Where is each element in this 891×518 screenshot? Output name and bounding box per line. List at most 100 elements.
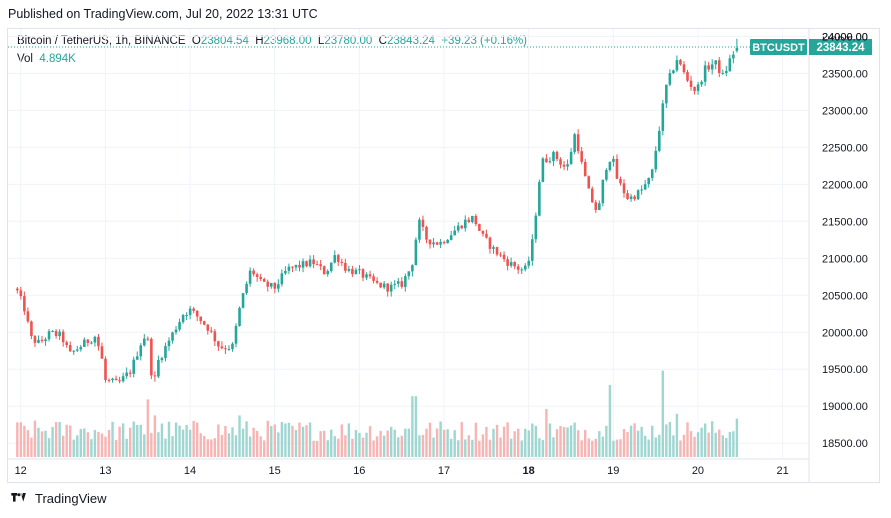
candle-body xyxy=(488,237,492,249)
candle-body xyxy=(255,274,259,277)
price-axis-tick: 22500.00 xyxy=(822,142,868,154)
candle-body xyxy=(573,134,576,152)
candle-body xyxy=(559,159,562,165)
symbol-tag-bg xyxy=(750,38,807,55)
volume-bar xyxy=(569,425,573,457)
volume-bar xyxy=(192,420,195,457)
candle-body xyxy=(150,338,153,376)
candle-body xyxy=(336,255,340,262)
candle-body xyxy=(132,359,136,374)
volume-bar xyxy=(425,428,428,457)
candle-body xyxy=(735,47,739,51)
candle-body xyxy=(682,64,686,73)
low-label: L xyxy=(317,35,325,47)
candle-body xyxy=(372,276,375,281)
volume-bar xyxy=(298,422,301,457)
volume-bar xyxy=(467,435,471,457)
volume-bar xyxy=(696,432,700,457)
volume-bar xyxy=(478,440,481,457)
candle-body xyxy=(30,321,33,337)
volume-bar xyxy=(386,430,389,457)
candle-body xyxy=(721,72,725,74)
candle-body xyxy=(114,378,118,381)
volume-bar xyxy=(344,435,347,457)
candle-body xyxy=(358,269,361,271)
volume-bar xyxy=(97,431,100,457)
candle-body xyxy=(583,161,587,177)
volume-bar xyxy=(520,440,523,457)
volume-bar xyxy=(121,423,125,457)
candle-body xyxy=(231,343,234,350)
volume-bar xyxy=(252,427,255,457)
candle-body xyxy=(499,254,502,256)
volume-bar xyxy=(23,425,26,457)
chart-frame xyxy=(7,28,880,483)
candle-body xyxy=(23,296,26,312)
volume-bar xyxy=(333,436,336,457)
volume-bar xyxy=(421,434,425,457)
volume-bar xyxy=(114,439,118,457)
volume-bar xyxy=(255,431,259,457)
volume-bar xyxy=(411,396,414,457)
volume-bar xyxy=(19,422,23,457)
candle-body xyxy=(569,151,573,165)
candle-body xyxy=(619,178,622,184)
candle-body xyxy=(650,169,654,178)
candle-body xyxy=(728,58,732,72)
candle-body xyxy=(686,72,689,81)
volume-bar xyxy=(633,423,636,457)
candle-body xyxy=(54,331,58,337)
volume-bar xyxy=(587,438,590,457)
candle-body xyxy=(523,265,527,270)
candle-body xyxy=(654,150,658,170)
candle-body xyxy=(710,64,714,70)
volume-bar xyxy=(136,425,139,457)
volume-bar xyxy=(686,422,689,457)
candle-body xyxy=(672,70,675,74)
candle-body xyxy=(481,230,485,234)
volume-bar xyxy=(90,439,93,457)
low-value: 23780.00 xyxy=(324,35,373,47)
candle-body xyxy=(354,269,358,275)
candle-body xyxy=(347,268,351,271)
candle-body xyxy=(192,308,195,311)
candle-body xyxy=(527,260,531,266)
volume-bar xyxy=(245,421,248,457)
candle-body xyxy=(234,325,238,344)
volume-bar xyxy=(591,440,594,457)
candle-body xyxy=(548,161,552,163)
time-axis-tick: 13 xyxy=(99,465,111,477)
candle-body xyxy=(636,190,640,200)
candle-body xyxy=(421,219,425,227)
price-axis-tick: 21500.00 xyxy=(822,216,868,228)
candle-body xyxy=(365,274,368,278)
candle-body xyxy=(308,259,312,267)
volume-bar xyxy=(728,431,732,457)
volume-bar xyxy=(516,428,520,457)
volume-bar xyxy=(714,432,717,457)
volume-bar xyxy=(693,436,696,457)
volume-bar xyxy=(203,436,206,457)
symbol-tag-label[interactable]: BTCUSDT xyxy=(752,42,805,54)
candle-body xyxy=(689,80,693,88)
volume-bar xyxy=(372,440,375,457)
candle-body xyxy=(393,283,397,285)
candle-body xyxy=(629,196,633,199)
volume-bar xyxy=(337,438,340,457)
candle-body xyxy=(700,81,703,85)
volume-bar xyxy=(340,424,344,457)
candle-body xyxy=(79,346,83,350)
volume-bar xyxy=(351,438,354,457)
volume-bar xyxy=(93,430,97,457)
volume-bar xyxy=(485,426,488,457)
volume-bar xyxy=(164,438,167,457)
volume-bar xyxy=(291,425,294,457)
candle-body xyxy=(93,336,97,343)
change-value: +39.23 (+0.16%) xyxy=(441,35,528,47)
volume-bar xyxy=(703,423,707,457)
candle-body xyxy=(210,330,213,332)
candle-body xyxy=(665,84,668,104)
volume-bar xyxy=(545,409,548,457)
symbol-label[interactable]: Bitcoin / TetherUS, 1h, BINANCE xyxy=(17,35,186,47)
